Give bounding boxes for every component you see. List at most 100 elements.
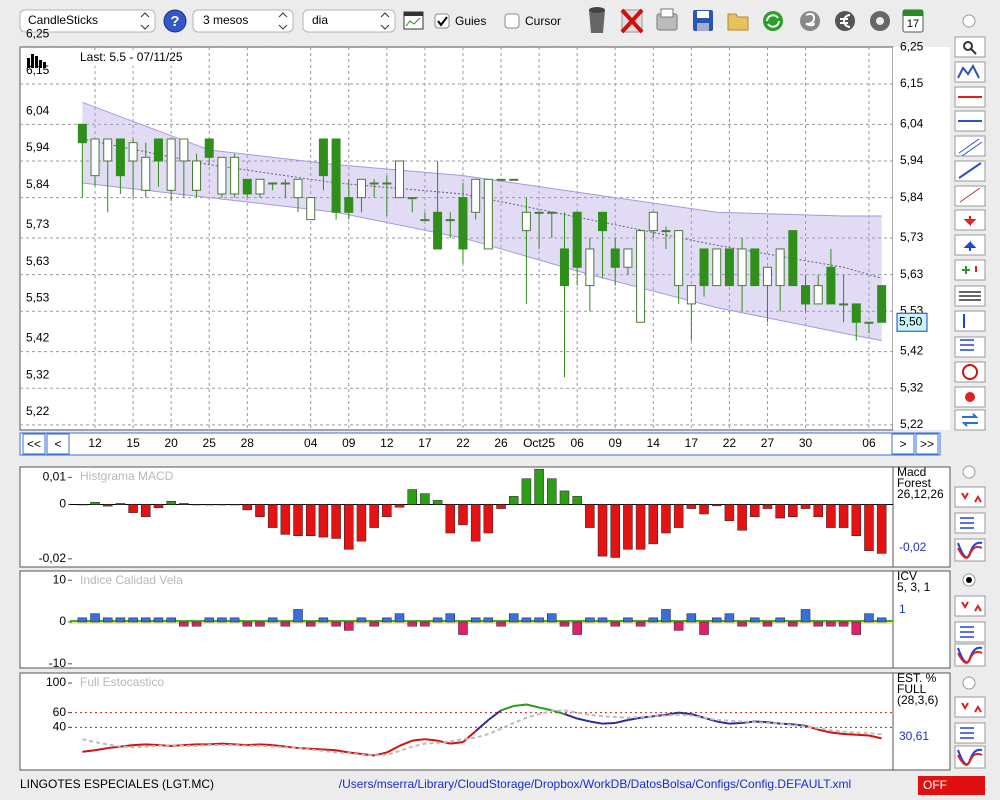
trash-button[interactable] bbox=[589, 7, 605, 33]
hist-bar bbox=[191, 621, 202, 627]
hist-bar bbox=[179, 621, 189, 627]
hist-bar bbox=[229, 504, 240, 506]
cursor-checkbox[interactable]: Cursor bbox=[504, 13, 561, 29]
candle-body bbox=[521, 211, 531, 232]
interval-select[interactable]: dia bbox=[302, 9, 396, 33]
y-tick-label: 5,73 bbox=[900, 230, 924, 244]
status-text[interactable]: OFF bbox=[923, 778, 947, 792]
dollar-button[interactable] bbox=[800, 11, 820, 31]
candle-body bbox=[788, 230, 798, 287]
hist-bar bbox=[547, 478, 557, 505]
config-path[interactable]: /Users/mserra/Library/CloudStorage/Dropb… bbox=[339, 777, 851, 791]
chart-type-select[interactable]: CandleSticks bbox=[19, 9, 156, 33]
hist-bar bbox=[458, 621, 468, 635]
help-button[interactable]: ? bbox=[163, 9, 187, 33]
candle-body bbox=[115, 138, 125, 177]
k-segment bbox=[474, 719, 490, 732]
period-value[interactable]: 3 mesos bbox=[203, 13, 248, 27]
hist-bar bbox=[826, 504, 836, 528]
refresh-button[interactable] bbox=[763, 11, 783, 31]
calendar-button[interactable]: 17 bbox=[902, 9, 924, 33]
y-tick-label: 5,84 bbox=[26, 177, 50, 191]
calendar-day[interactable]: 17 bbox=[907, 18, 919, 30]
nav-button[interactable] bbox=[22, 433, 46, 455]
y-tick-label: 5,32 bbox=[900, 380, 924, 394]
hist-bar bbox=[394, 613, 405, 623]
guides-label[interactable]: Guies bbox=[455, 14, 486, 28]
delete-button[interactable] bbox=[620, 8, 644, 34]
hist-bar bbox=[420, 493, 430, 505]
candle-body bbox=[559, 248, 569, 287]
param-label: (28,3,6) bbox=[897, 693, 938, 707]
hist-bar bbox=[762, 504, 773, 509]
candle-body bbox=[90, 138, 100, 177]
nav-button[interactable] bbox=[891, 433, 915, 455]
guides-checkbox[interactable]: Guies bbox=[434, 13, 486, 29]
x-tick-label: 28 bbox=[241, 436, 255, 450]
hist-bar bbox=[90, 613, 100, 623]
hist-bar bbox=[318, 617, 329, 623]
hist-bar bbox=[851, 504, 862, 536]
hist-bar bbox=[623, 617, 633, 623]
candle-body bbox=[483, 178, 493, 250]
nav-label[interactable]: << bbox=[27, 437, 41, 451]
hist-bar bbox=[394, 504, 405, 508]
x-tick-label: 14 bbox=[647, 436, 661, 450]
param-label: FULL bbox=[897, 682, 927, 696]
param-label: Macd bbox=[897, 465, 926, 479]
k-segment bbox=[830, 731, 844, 736]
price-tag-label: 5,50 bbox=[899, 314, 923, 328]
nav-label[interactable]: > bbox=[899, 437, 906, 451]
candle-body bbox=[572, 211, 582, 268]
panel-title: Indice Calidad Vela bbox=[80, 573, 183, 587]
hist-bar bbox=[305, 504, 316, 536]
hist-bar bbox=[255, 621, 265, 627]
candle-body bbox=[382, 182, 392, 185]
param-label: EST. % bbox=[897, 671, 937, 685]
radio-main[interactable] bbox=[962, 14, 976, 28]
nav-button[interactable] bbox=[915, 433, 939, 455]
candle-body bbox=[344, 197, 354, 213]
nav-button[interactable] bbox=[46, 433, 70, 455]
hist-bar bbox=[77, 504, 88, 506]
hist-bar bbox=[356, 504, 367, 542]
nav-label[interactable]: >> bbox=[920, 437, 934, 451]
chart-type-value[interactable]: CandleSticks bbox=[28, 13, 98, 27]
hist-bar bbox=[217, 617, 227, 623]
hist-bar bbox=[382, 504, 392, 517]
save-button[interactable] bbox=[693, 10, 713, 31]
chart-window-icon[interactable] bbox=[403, 11, 424, 30]
print-button[interactable] bbox=[656, 8, 678, 31]
y-tick-label: 6,25 bbox=[900, 40, 924, 54]
hist-bar bbox=[470, 617, 481, 623]
k-segment bbox=[526, 703, 540, 709]
candle-body bbox=[395, 160, 405, 199]
hist-bar bbox=[191, 504, 202, 506]
hist-bar bbox=[585, 504, 595, 528]
panel-radios[interactable] bbox=[962, 465, 976, 690]
x-tick-label: 12 bbox=[88, 436, 102, 450]
icv-plot bbox=[19, 570, 894, 669]
hist-bar bbox=[635, 504, 646, 550]
interval-value[interactable]: dia bbox=[312, 13, 328, 27]
candle-body bbox=[433, 211, 443, 250]
hist-bar bbox=[876, 504, 887, 554]
status-badge[interactable] bbox=[918, 776, 985, 795]
nav-label[interactable]: < bbox=[54, 437, 61, 451]
k-segment bbox=[576, 717, 591, 723]
settings-button[interactable] bbox=[870, 11, 890, 31]
euro-button[interactable] bbox=[835, 11, 855, 31]
cursor-label[interactable]: Cursor bbox=[525, 14, 561, 28]
hist-bar bbox=[876, 617, 887, 623]
open-button[interactable] bbox=[727, 13, 749, 31]
k-segment bbox=[259, 743, 273, 747]
help-glyph[interactable]: ? bbox=[170, 13, 179, 30]
y-tick-label: 5,42 bbox=[900, 344, 924, 358]
y-tick-label: 5,63 bbox=[26, 254, 50, 268]
hist-bar bbox=[77, 617, 88, 623]
x-tick-label: Oct25 bbox=[523, 436, 555, 450]
candle-body bbox=[293, 178, 303, 199]
hist-bar bbox=[838, 621, 849, 627]
period-select[interactable]: 3 mesos bbox=[192, 9, 294, 33]
